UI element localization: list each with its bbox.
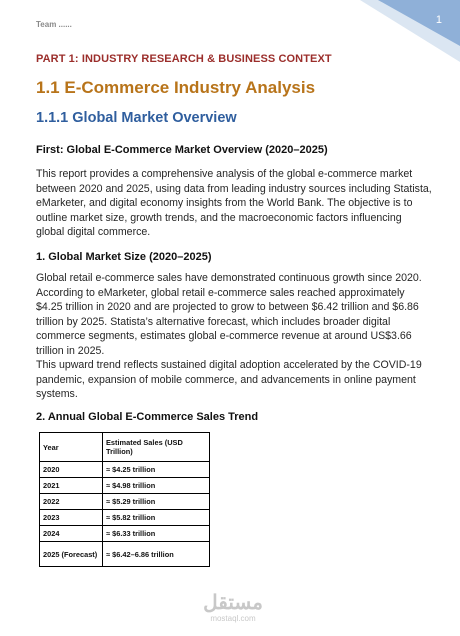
table-row: 2024 ≈ $6.33 trillion xyxy=(39,525,210,542)
cell-year: 2023 xyxy=(39,509,103,526)
cell-sales: ≈ $6.42–6.86 trillion xyxy=(102,541,210,567)
sales-table: Year Estimated Sales (USD Trillion) 2020… xyxy=(39,432,210,567)
watermark-site: mostaql.com xyxy=(210,614,256,623)
table-row: 2021 ≈ $4.98 trillion xyxy=(39,477,210,494)
heading-sales-trend: 2. Annual Global E-Commerce Sales Trend xyxy=(36,411,259,423)
cell-sales: ≈ $6.33 trillion xyxy=(102,525,210,542)
table-row: 2023 ≈ $5.82 trillion xyxy=(39,509,210,526)
cell-sales: ≈ $4.25 trillion xyxy=(102,461,210,478)
cell-year: 2022 xyxy=(39,493,103,510)
heading-market-size: 1. Global Market Size (2020–2025) xyxy=(36,251,212,263)
header-estimated-sales: Estimated Sales (USD Trillion) xyxy=(102,432,210,462)
cell-year: 2025 (Forecast) xyxy=(39,541,103,567)
paragraph-intro: This report provides a comprehensive ana… xyxy=(36,168,432,239)
cell-sales: ≈ $5.29 trillion xyxy=(102,493,210,510)
cell-sales: ≈ $4.98 trillion xyxy=(102,477,210,494)
paragraph-trend: This upward trend reflects sustained dig… xyxy=(36,359,422,401)
cell-year: 2020 xyxy=(39,461,103,478)
part-heading: PART 1: INDUSTRY RESEARCH & BUSINESS CON… xyxy=(36,53,332,65)
team-label: Team ...... xyxy=(36,20,72,29)
paragraph-market-size: Global retail e-commerce sales have demo… xyxy=(36,272,422,357)
mostaql-watermark: مستقل mostaql.com xyxy=(195,592,271,624)
page-number: 1 xyxy=(435,14,442,26)
table-row: 2022 ≈ $5.29 trillion xyxy=(39,493,210,510)
section-heading-1-1: 1.1 E-Commerce Industry Analysis xyxy=(36,78,316,97)
watermark-logo: مستقل xyxy=(203,592,263,614)
table-row: 2020 ≈ $4.25 trillion xyxy=(39,461,210,478)
cell-year: 2024 xyxy=(39,525,103,542)
heading-market-overview: First: Global E-Commerce Market Overview… xyxy=(36,144,328,156)
header-year: Year xyxy=(39,432,103,462)
table-row: 2025 (Forecast) ≈ $6.42–6.86 trillion xyxy=(39,541,210,567)
table-header-row: Year Estimated Sales (USD Trillion) xyxy=(39,432,210,462)
cell-year: 2021 xyxy=(39,477,103,494)
corner-decoration xyxy=(360,0,460,62)
subsection-heading-1-1-1: 1.1.1 Global Market Overview xyxy=(36,110,237,126)
cell-sales: ≈ $5.82 trillion xyxy=(102,509,210,526)
